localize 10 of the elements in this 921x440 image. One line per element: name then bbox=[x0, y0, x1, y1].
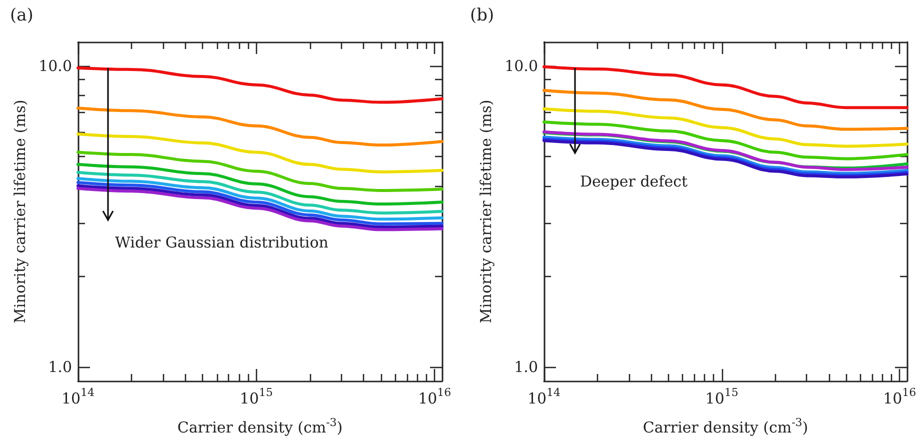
annotation: Wider Gaussian distribution bbox=[115, 234, 329, 252]
chart-title: (a) bbox=[10, 6, 34, 26]
y-tick-label: 1.0 bbox=[514, 358, 538, 376]
y-axis-title: Minority carrier lifetime (ms) bbox=[11, 100, 30, 324]
annotation: Deeper defect bbox=[580, 172, 688, 190]
chart-title: (b) bbox=[470, 6, 494, 26]
y-tick-label: 1.0 bbox=[48, 358, 72, 376]
y-tick-label: 10.0 bbox=[38, 56, 72, 75]
y-tick-label: 10.0 bbox=[504, 56, 538, 75]
y-axis-title: Minority carrier lifetime (ms) bbox=[477, 100, 496, 324]
